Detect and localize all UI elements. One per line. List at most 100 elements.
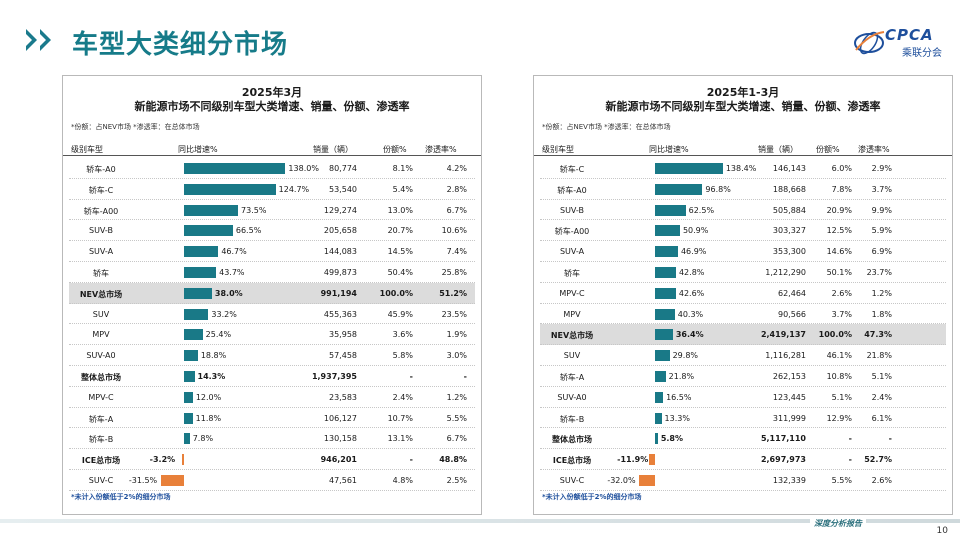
header-sales: 销量（辆）	[313, 145, 353, 154]
table-row: ICE总市场 -3.2% 946,201 - 48.8%	[69, 449, 475, 470]
growth-label: 11.8%	[195, 413, 222, 423]
row-penetration: 2.4%	[871, 392, 892, 402]
row-penetration: 23.7%	[866, 268, 892, 277]
footer-bar	[0, 519, 960, 523]
row-category: ICE总市场	[552, 456, 592, 466]
row-category: SUV-B	[559, 205, 585, 215]
header-share: 份额%	[383, 145, 407, 154]
row-sales: 130,158	[323, 434, 357, 444]
row-penetration: 10.6%	[441, 226, 467, 236]
growth-bar	[184, 183, 276, 195]
growth-bar	[184, 267, 217, 278]
growth-bar	[655, 308, 675, 320]
table-row: 轿车-A 11.8% 106,127 10.7% 5.5%	[69, 408, 475, 429]
page-title: 车型大类细分市场	[72, 30, 289, 60]
row-sales: 946,201	[320, 455, 357, 465]
row-share: 12.9%	[826, 413, 852, 423]
row-share: 2.6%	[831, 288, 852, 298]
table-row: NEV总市场 38.0% 991,194 100.0% 51.2%	[69, 282, 475, 304]
row-sales: 5,117,110	[760, 434, 806, 444]
header-share: 份额%	[816, 145, 840, 154]
growth-label: 29.8%	[672, 351, 699, 361]
row-penetration: 4.2%	[446, 164, 467, 173]
growth-bar	[655, 267, 676, 278]
growth-label: 73.5%	[241, 205, 267, 215]
growth-bar	[655, 204, 686, 216]
row-penetration: 3.0%	[446, 351, 467, 361]
row-penetration: 5.1%	[871, 372, 892, 381]
growth-bar	[655, 433, 658, 445]
row-category: 轿车-B	[88, 435, 114, 445]
growth-bar	[655, 371, 666, 382]
panel-note: *份额：占NEV市场 *渗透率：在总体市场	[542, 123, 671, 131]
row-category: SUV-A	[559, 247, 585, 257]
growth-label: 25.4%	[205, 330, 232, 340]
header-growth: 同比增速%	[178, 145, 218, 154]
table-row: 轿车 43.7% 499,873 50.4% 25.8%	[69, 262, 475, 283]
row-share: 100.0%	[818, 330, 852, 340]
row-share: 50.4%	[387, 268, 413, 277]
row-sales: 123,445	[772, 392, 806, 402]
panel-subtitle: 新能源市场不同级别车型大类增速、销量、份额、渗透率	[605, 100, 881, 113]
row-sales: 499,873	[323, 268, 357, 277]
row-penetration: 21.8%	[866, 351, 892, 361]
table-row: 整体总市场 5.8% 5,117,110 - -	[540, 428, 946, 450]
growth-label: -3.2%	[149, 455, 176, 465]
row-sales: 144,083	[323, 247, 357, 257]
panel-subtitle: 新能源市场不同级别车型大类增速、销量、份额、渗透率	[134, 100, 410, 113]
growth-label: -11.9%	[617, 455, 649, 465]
row-share: 2.4%	[392, 392, 413, 402]
row-category: 轿车	[564, 269, 580, 278]
table-header: 级别车型 同比增速% 销量（辆） 份额% 渗透率%	[534, 140, 952, 156]
growth-label: 66.5%	[235, 226, 262, 236]
table-row: SUV-C -31.5% 47,561 4.8% 2.5%	[69, 470, 475, 491]
table-row: SUV-A0 16.5% 123,445 5.1% 2.4%	[540, 387, 946, 408]
row-penetration: 1.2%	[871, 288, 892, 298]
table-row: SUV 33.2% 455,363 45.9% 23.5%	[69, 304, 475, 325]
row-category: MPV	[563, 309, 581, 319]
growth-bar	[184, 308, 209, 320]
chevron-right-icon	[40, 29, 51, 51]
table-header: 级别车型 同比增速% 销量（辆） 份额% 渗透率%	[63, 140, 481, 156]
header-cat: 级别车型	[542, 145, 574, 154]
row-share: 5.8%	[392, 351, 413, 361]
panel-ytd: 2025年1-3月 新能源市场不同级别车型大类增速、销量、份额、渗透率 *份额：…	[533, 75, 953, 515]
panel-note: *份额：占NEV市场 *渗透率：在总体市场	[71, 123, 200, 131]
row-penetration: 2.9%	[871, 164, 892, 173]
row-penetration: 1.2%	[446, 392, 467, 402]
row-share: 13.0%	[387, 205, 413, 215]
table-row: MPV-C 42.6% 62,464 2.6% 1.2%	[540, 283, 946, 304]
growth-bar	[184, 163, 286, 174]
row-sales: 353,300	[772, 247, 806, 257]
growth-label: 16.5%	[666, 392, 692, 402]
growth-bar	[649, 454, 655, 466]
row-share: 20.7%	[387, 226, 413, 236]
growth-label: 62.5%	[688, 205, 715, 215]
growth-label: 36.4%	[675, 330, 704, 340]
row-category: SUV-B	[88, 226, 114, 236]
row-share: 4.8%	[392, 476, 413, 485]
header-cat: 级别车型	[71, 145, 103, 154]
table-row: MPV 40.3% 90,566 3.7% 1.8%	[540, 304, 946, 325]
row-share: 46.1%	[826, 351, 852, 361]
row-category: MPV	[92, 330, 110, 340]
row-share: 5.4%	[392, 184, 413, 194]
row-sales: 2,697,973	[760, 455, 806, 465]
row-penetration: 47.3%	[864, 330, 892, 340]
growth-label: 138.0%	[288, 164, 319, 173]
table-row: ICE总市场 -11.9% 2,697,973 - 52.7%	[540, 449, 946, 470]
chevron-right-icon	[26, 29, 37, 51]
row-category: NEV总市场	[79, 289, 123, 299]
row-share: 10.7%	[387, 413, 413, 423]
row-category: NEV总市场	[550, 331, 594, 341]
growth-bar	[184, 246, 219, 258]
row-penetration: 9.9%	[871, 205, 892, 215]
row-penetration: 25.8%	[441, 268, 467, 277]
header-penetration: 渗透率%	[858, 145, 890, 154]
growth-bar	[160, 475, 184, 486]
panel-footnote: *未计入份额低于2%的细分市场	[542, 493, 642, 501]
row-sales: 47,561	[329, 476, 357, 485]
row-share: -	[848, 455, 852, 465]
logo-text: CPCA	[885, 26, 934, 44]
row-sales: 53,540	[329, 184, 357, 194]
